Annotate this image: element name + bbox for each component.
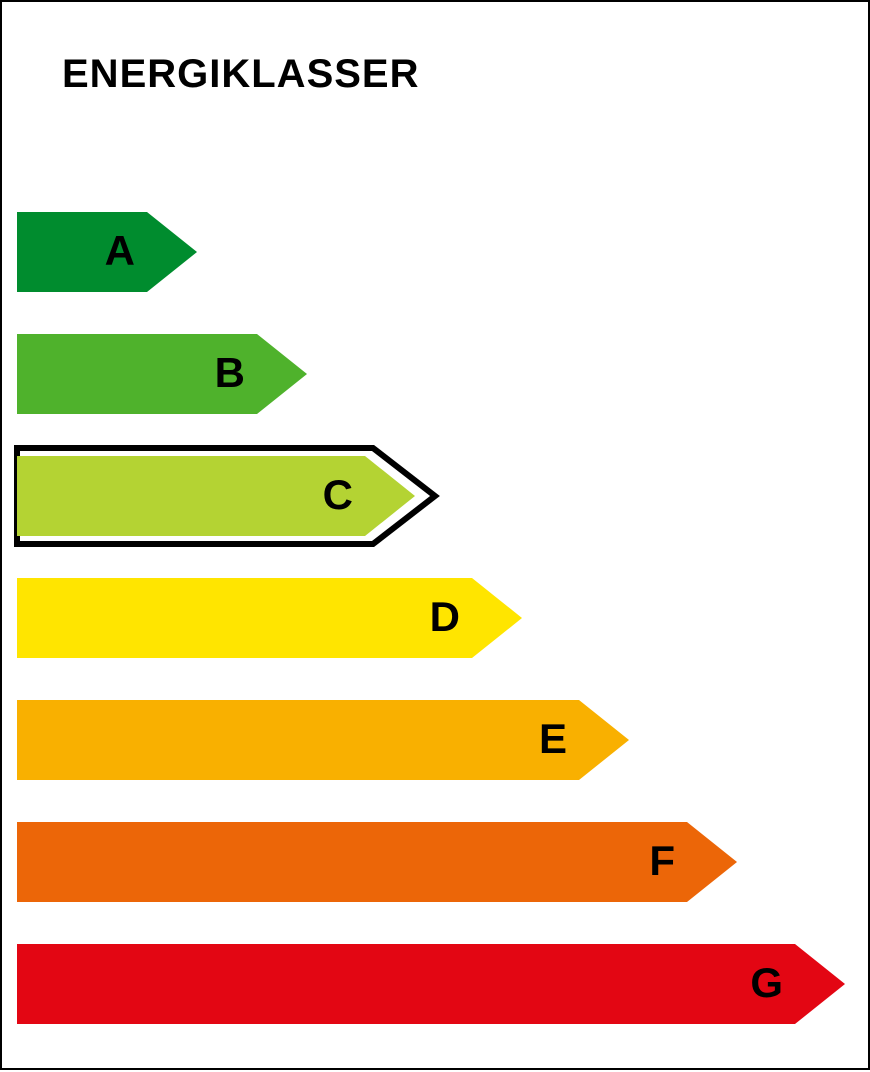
energy-class-label: C xyxy=(323,471,353,518)
energy-class-bar-e: E xyxy=(17,700,629,780)
arrow-shape xyxy=(17,822,737,902)
energy-class-label: A xyxy=(105,227,135,274)
energy-class-label: D xyxy=(430,593,460,640)
energy-class-bar-c: C xyxy=(17,448,435,544)
energy-class-label: F xyxy=(649,837,675,884)
energy-class-bar-g: G xyxy=(17,944,845,1024)
energy-class-label: B xyxy=(215,349,245,396)
energy-class-label: G xyxy=(750,959,783,1006)
energy-class-bar-f: F xyxy=(17,822,737,902)
energy-class-card: A B C D E F G ENERGIKLASSER xyxy=(0,0,870,1070)
arrow-shape xyxy=(17,944,845,1024)
arrow-shape xyxy=(17,456,415,536)
energy-class-bar-d: D xyxy=(17,578,522,658)
energy-class-chart: A B C D E F G xyxy=(2,2,870,1072)
energy-class-bar-a: A xyxy=(17,212,197,292)
energy-class-label: E xyxy=(539,715,567,762)
card-title: ENERGIKLASSER xyxy=(62,52,420,97)
energy-class-bar-b: B xyxy=(17,334,307,414)
arrow-shape xyxy=(17,700,629,780)
arrow-shape xyxy=(17,334,307,414)
